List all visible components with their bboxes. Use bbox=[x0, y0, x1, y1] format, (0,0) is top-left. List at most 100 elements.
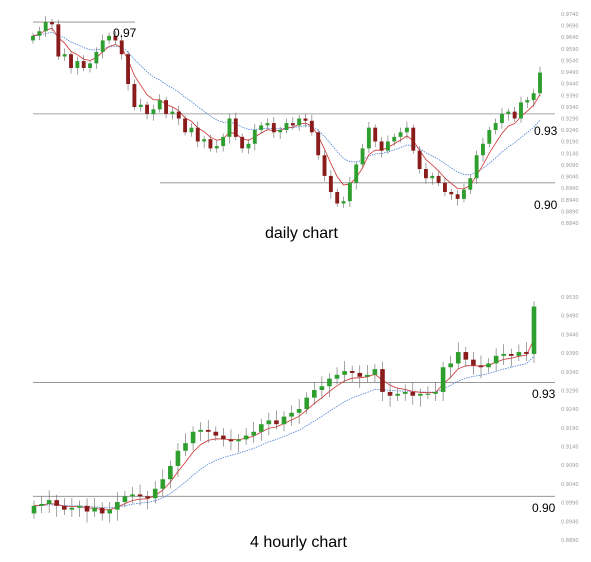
four-hourly-level-label-093: 0.93 bbox=[532, 387, 556, 401]
y-tick-label: 0.8940 bbox=[561, 198, 579, 204]
candle-body bbox=[402, 391, 408, 394]
candle-body bbox=[455, 352, 461, 364]
candle-body bbox=[478, 365, 484, 368]
candle-body bbox=[360, 148, 365, 165]
candle-body bbox=[265, 123, 270, 126]
candle-body bbox=[487, 129, 492, 144]
four-hourly-level-lines bbox=[33, 382, 555, 497]
candle-body bbox=[99, 507, 105, 514]
candle-body bbox=[531, 306, 537, 354]
candle-body bbox=[157, 100, 162, 110]
y-tick-label: 0.9440 bbox=[561, 82, 579, 88]
candle-body bbox=[398, 132, 403, 137]
candle-body bbox=[284, 123, 289, 130]
candle-body bbox=[519, 102, 523, 119]
y-tick-label: 0.9390 bbox=[561, 93, 579, 99]
candle-body bbox=[501, 353, 507, 356]
candle-body bbox=[160, 479, 166, 489]
y-tick-label: 0.8990 bbox=[561, 501, 579, 507]
y-tick-label: 0.9290 bbox=[561, 388, 579, 394]
candle-body bbox=[379, 141, 384, 151]
candle-body bbox=[392, 136, 397, 142]
candle-body bbox=[208, 139, 213, 149]
candle-body bbox=[423, 169, 428, 179]
candle-body bbox=[56, 24, 61, 57]
ema-fast-line bbox=[32, 27, 541, 190]
daily-level-label-090: 0.90 bbox=[534, 198, 558, 212]
candle-body bbox=[281, 416, 287, 425]
candle-body bbox=[290, 123, 295, 126]
y-tick-label: 0.9490 bbox=[561, 70, 579, 76]
y-tick-label: 0.9140 bbox=[561, 445, 579, 451]
candle-body bbox=[75, 61, 80, 68]
candle-body bbox=[448, 363, 453, 368]
candle-body bbox=[309, 120, 314, 133]
y-tick-label: 0.9090 bbox=[561, 163, 579, 169]
four-hourly-y-axis: 0.9530 0.9490 0.9440 0.9390 0.9340 0.9290 0.92… bbox=[561, 295, 579, 544]
candle-body bbox=[259, 125, 264, 130]
candle-body bbox=[126, 54, 131, 85]
candle-body bbox=[61, 505, 67, 510]
y-tick-label: 0.9040 bbox=[561, 175, 579, 181]
candle-body bbox=[190, 431, 196, 444]
candle-body bbox=[365, 374, 370, 377]
candle-body bbox=[145, 104, 150, 114]
candle-body bbox=[366, 127, 371, 149]
four-hourly-level-label-090: 0.90 bbox=[532, 501, 556, 515]
candle-body bbox=[411, 127, 416, 151]
y-tick-label: 0.9740 bbox=[561, 12, 579, 18]
candle-body bbox=[278, 129, 283, 133]
candle-body bbox=[304, 397, 310, 410]
candle-body bbox=[380, 369, 385, 392]
y-tick-label: 0.9040 bbox=[561, 482, 579, 488]
candle-body bbox=[152, 488, 158, 499]
candle-body bbox=[328, 175, 333, 192]
candle-body bbox=[486, 363, 491, 368]
four-hourly-chart: 0.9530 0.9490 0.9440 0.9390 0.9340 0.9290 0.92… bbox=[31, 295, 579, 551]
y-tick-label: 0.8990 bbox=[561, 186, 579, 192]
candle-body bbox=[107, 35, 111, 41]
candle-body bbox=[233, 118, 238, 137]
candle-body bbox=[130, 494, 135, 497]
y-tick-label: 0.9240 bbox=[561, 407, 579, 413]
candle-body bbox=[436, 175, 441, 183]
y-tick-label: 0.9690 bbox=[561, 24, 579, 30]
candle-body bbox=[46, 500, 52, 504]
candle-body bbox=[100, 40, 105, 52]
daily-chart-title: daily chart bbox=[265, 225, 338, 242]
candle-body bbox=[183, 118, 188, 133]
candle-body bbox=[164, 100, 169, 114]
candle-body bbox=[334, 374, 340, 379]
four-hourly-chart-title: 4 hourly chart bbox=[250, 534, 347, 551]
candle-body bbox=[500, 113, 504, 124]
daily-y-axis: 0.9740 0.9690 0.9640 0.9590 0.9540 0.9490 0.94… bbox=[561, 12, 579, 227]
candle-body bbox=[512, 111, 517, 119]
candle-body bbox=[145, 496, 150, 499]
candle-body bbox=[137, 494, 143, 497]
y-tick-label: 0.9590 bbox=[561, 47, 579, 53]
candle-body bbox=[271, 123, 276, 133]
candle-body bbox=[84, 505, 90, 512]
candle-body bbox=[39, 503, 44, 506]
candle-body bbox=[198, 429, 203, 432]
four-hourly-candles bbox=[31, 301, 537, 523]
candle-body bbox=[493, 123, 498, 130]
candle-body bbox=[119, 40, 124, 55]
candle-body bbox=[296, 409, 302, 413]
candle-body bbox=[50, 22, 54, 25]
daily-candles bbox=[31, 16, 542, 208]
candle-body bbox=[69, 54, 73, 68]
candle-body bbox=[183, 443, 188, 451]
candle-body bbox=[258, 424, 264, 432]
candle-body bbox=[213, 431, 219, 436]
candle-body bbox=[202, 139, 207, 142]
y-tick-label: 0.9090 bbox=[561, 463, 579, 469]
ema-slow-line bbox=[33, 355, 535, 509]
candle-body bbox=[175, 450, 181, 466]
candle-body bbox=[214, 146, 219, 149]
candle-body bbox=[433, 391, 438, 394]
candle-body bbox=[373, 127, 378, 142]
candle-body bbox=[113, 35, 118, 41]
candle-body bbox=[168, 465, 173, 480]
